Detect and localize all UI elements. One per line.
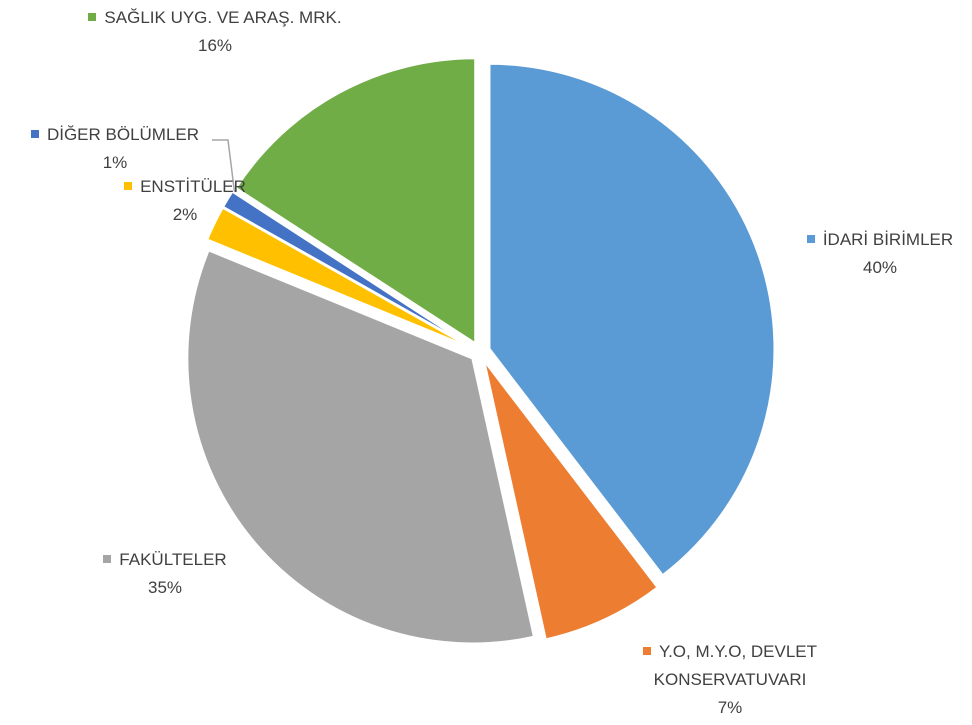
label-name: ENSTİTÜLER [90,173,280,201]
pie-slice [186,249,536,645]
percent-label: 7% [717,698,743,717]
category-name: SAĞLIK UYG. VE ARAŞ. MRK. [104,8,342,27]
percent-label: 1% [102,153,128,172]
label-name: SAĞLIK UYG. VE ARAŞ. MRK. [80,4,350,32]
category-name: DİĞER BÖLÜMLER [46,125,200,144]
pie-slice [234,57,477,346]
legend-marker [30,130,39,138]
pie-slice [488,62,776,577]
category-name: FAKÜLTELER [119,550,227,569]
label-name: DİĞER BÖLÜMLER [10,121,220,149]
data-label: ENSTİTÜLER 2% [90,173,280,229]
category-name: Y.O, M.Y.O, DEVLET KONSERVATUVARI [653,642,818,689]
category-name: ENSTİTÜLER [140,177,246,196]
data-label: FAKÜLTELER 35% [60,546,270,602]
label-name: FAKÜLTELER [60,546,270,574]
data-label: SAĞLIK UYG. VE ARAŞ. MRK. 16% [80,4,350,60]
data-label: İDARİ BİRİMLER 40% [780,226,972,282]
leader-line [212,139,237,205]
legend-marker [124,182,133,190]
percent-label: 16% [197,36,233,55]
label-name: İDARİ BİRİMLER [780,226,972,254]
percent-label: 2% [172,205,198,224]
category-name: İDARİ BİRİMLER [822,230,954,249]
pie-slice [483,360,659,641]
percent-label: 35% [147,578,183,597]
legend-marker [642,647,651,655]
legend-marker [88,13,97,21]
data-label: DİĞER BÖLÜMLER 1% [10,121,220,177]
legend-marker [103,555,112,563]
data-label: Y.O, M.Y.O, DEVLET KONSERVATUVARI 7% [600,638,860,722]
legend-marker [806,235,815,243]
percent-label: 40% [862,258,898,277]
label-name: Y.O, M.Y.O, DEVLET KONSERVATUVARI [600,638,860,694]
pie-slice [221,190,472,348]
